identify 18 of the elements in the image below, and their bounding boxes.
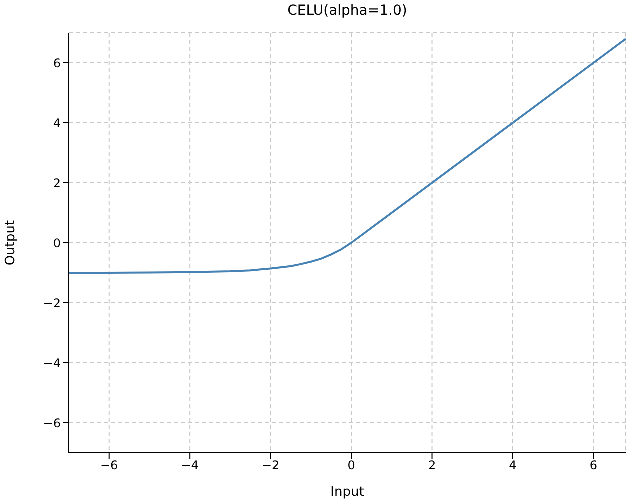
x-tick-label: 4 xyxy=(509,458,517,473)
chart-title: CELU(alpha=1.0) xyxy=(286,3,408,19)
y-tick-label: −2 xyxy=(43,296,61,310)
y-tick-label: −4 xyxy=(43,356,61,370)
x-tick-label: −2 xyxy=(262,458,280,473)
y-tick-label: −6 xyxy=(43,416,61,430)
x-axis-title: Input xyxy=(330,485,364,500)
x-tick-label: 0 xyxy=(348,458,356,473)
line-series xyxy=(69,38,626,274)
y-tick-label: 0 xyxy=(53,236,61,250)
x-tick-label: −6 xyxy=(100,458,118,473)
y-tick-label: 4 xyxy=(53,116,61,130)
x-tick-label: 6 xyxy=(590,458,598,473)
y-tick-label: 2 xyxy=(53,176,61,190)
y-tick-label: 6 xyxy=(53,56,61,70)
x-tick-label: −4 xyxy=(181,458,199,473)
x-tick-label: 2 xyxy=(428,458,436,473)
y-axis-title: Output xyxy=(4,220,19,266)
